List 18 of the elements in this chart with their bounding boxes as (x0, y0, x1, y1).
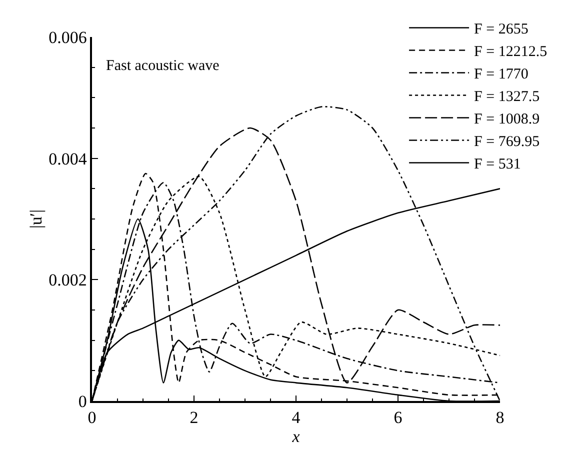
legend-label: F = 1770 (474, 66, 528, 83)
y-tick-label: 0.006 (48, 28, 87, 47)
x-axis-title: x (291, 427, 300, 446)
y-tick-label: 0.002 (48, 270, 87, 290)
legend-label: F = 1008.9 (474, 112, 540, 128)
x-tick-label: 2 (190, 408, 198, 428)
y-axis-title: |u′| (26, 209, 46, 229)
legend-label: F = 769.95 (474, 134, 540, 150)
legend-label: F = 12212.5 (474, 44, 548, 60)
legend-label: F = 1327.5 (474, 89, 540, 106)
y-tick-label: 0.004 (48, 149, 88, 168)
legend-label: F = 531 (474, 156, 521, 173)
y-tick-label: 0 (78, 392, 87, 411)
x-tick-label: 4 (292, 408, 301, 428)
x-tick-label: 6 (394, 408, 402, 428)
x-tick-label: 8 (496, 408, 504, 428)
legend-label: F = 2655 (474, 22, 528, 38)
annotation: Fast acoustic wave (106, 58, 220, 74)
